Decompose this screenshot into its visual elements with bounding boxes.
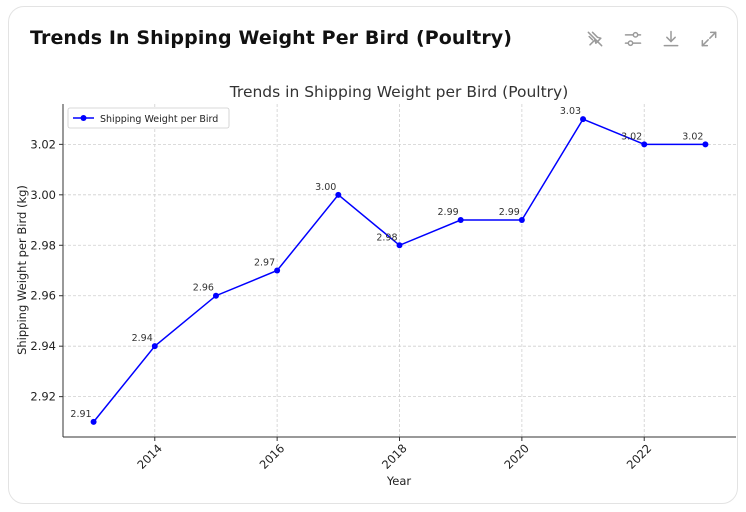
grid [63, 104, 736, 437]
data-point [335, 191, 342, 198]
legend-marker [80, 115, 87, 121]
y-tick-label: 2.92 [30, 390, 56, 404]
legend-box [67, 107, 230, 129]
data-label: 2.99 [499, 207, 520, 218]
data-point [518, 217, 525, 224]
y-tick-label: 2.98 [30, 238, 56, 252]
data-label: 3.02 [621, 131, 642, 142]
chart-toolbar [583, 27, 721, 51]
data-label: 3.03 [560, 106, 581, 117]
y-tick-label: 3.02 [30, 137, 56, 151]
card-title: Trends In Shipping Weight Per Bird (Poul… [30, 27, 513, 49]
ticks: 2014 2016 2018 2020 2022 2.92 2.94 2.96 2.98 3.00… [30, 137, 654, 471]
chart-card: Trends In Shipping Weight Per Bird (Poul… [8, 6, 738, 504]
data-label: 2.91 [70, 409, 91, 420]
data-point [702, 141, 709, 148]
data-point [641, 141, 648, 148]
data-label: 2.99 [438, 207, 459, 218]
x-axis-label: Year [386, 474, 412, 488]
x-tick-label: 2016 [257, 441, 288, 472]
data-point [274, 267, 281, 274]
legend: Shipping Weight per Bird [67, 107, 230, 129]
legend-label: Shipping Weight per Bird [100, 114, 218, 125]
data-label: 2.94 [132, 333, 153, 344]
x-tick-label: 2022 [624, 441, 655, 472]
data-point [151, 343, 158, 350]
y-tick-label: 2.94 [30, 339, 56, 353]
data-point [396, 242, 403, 249]
data-point [90, 418, 97, 425]
y-tick-label: 3.00 [30, 188, 56, 202]
y-tick-label: 2.96 [30, 289, 56, 303]
download-icon[interactable] [659, 27, 683, 51]
series: 2.91 2.94 2.96 2.97 3.00 2.98 2.99 2.99 3.03 3.02… [70, 106, 709, 425]
sliders-icon[interactable] [621, 27, 645, 51]
chart-title: Trends in Shipping Weight per Bird (Poul… [229, 83, 569, 101]
y-axis-label: Shipping Weight per Bird (kg) [15, 185, 29, 355]
pin-off-icon[interactable] [583, 27, 607, 51]
data-label: 3.00 [315, 182, 336, 193]
data-label: 3.02 [682, 131, 703, 142]
x-tick-label: 2014 [134, 441, 165, 472]
expand-icon[interactable] [697, 27, 721, 51]
data-point [580, 116, 587, 123]
x-tick-label: 2018 [379, 441, 410, 472]
data-point [457, 217, 464, 224]
data-label: 2.96 [193, 283, 214, 294]
data-label: 2.97 [254, 258, 275, 269]
x-tick-label: 2020 [501, 441, 532, 472]
data-label: 2.98 [376, 232, 397, 243]
data-point [212, 292, 219, 299]
